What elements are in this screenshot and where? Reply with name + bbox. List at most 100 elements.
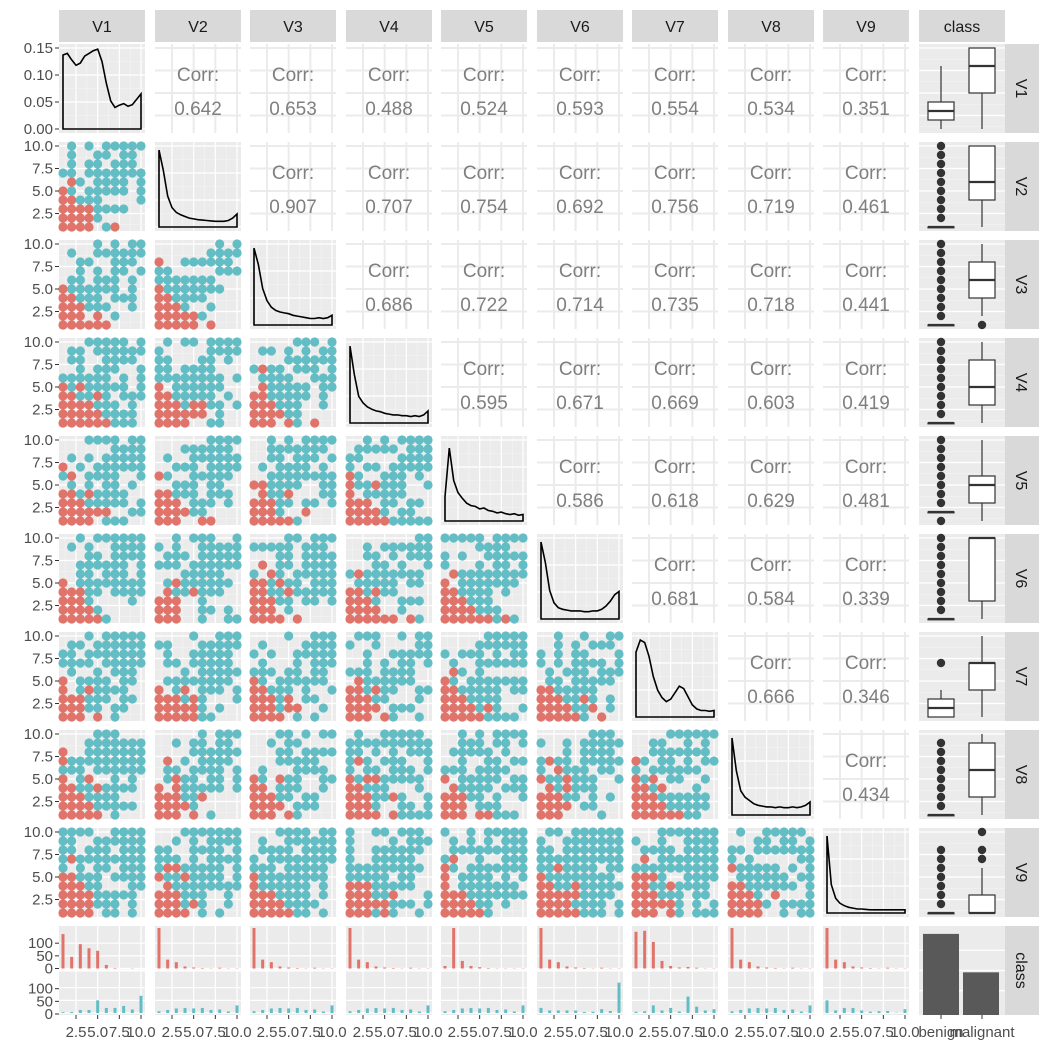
malignant-point xyxy=(215,418,225,428)
malignant-point xyxy=(275,792,285,802)
malignant-point xyxy=(518,792,528,802)
malignant-bar xyxy=(747,1008,751,1013)
benign-point xyxy=(449,703,459,713)
benign-point xyxy=(163,391,173,401)
malignant-point xyxy=(163,560,173,570)
malignant-point xyxy=(397,471,407,481)
malignant-point xyxy=(127,783,137,793)
benign-point xyxy=(58,516,68,526)
malignant-point xyxy=(423,631,433,641)
malignant-point xyxy=(657,747,667,757)
malignant-point xyxy=(136,836,146,846)
row-strip-label: V5 xyxy=(1012,471,1029,491)
malignant-point xyxy=(483,694,493,704)
malignant-point xyxy=(545,854,555,864)
malignant-point xyxy=(206,649,216,659)
malignant-point xyxy=(189,533,199,543)
malignant-point xyxy=(223,266,233,276)
benign-point xyxy=(475,908,485,918)
malignant-point xyxy=(249,542,259,552)
malignant-point xyxy=(110,257,120,267)
column-strip-label: V3 xyxy=(283,19,303,36)
benign-point xyxy=(58,284,68,294)
benign-point xyxy=(84,418,94,428)
benign-point xyxy=(154,712,164,722)
malignant-point xyxy=(84,373,94,383)
malignant-point xyxy=(215,551,225,561)
benign-point xyxy=(545,792,555,802)
malignant-point xyxy=(362,480,372,490)
y-tick-label: 0.10 xyxy=(24,67,53,84)
benign-point xyxy=(58,890,68,900)
malignant-point xyxy=(406,747,416,757)
benign-point xyxy=(501,614,511,624)
correlation-label: Corr: xyxy=(750,163,792,184)
malignant-bar xyxy=(773,1007,777,1013)
malignant-boxplot xyxy=(968,244,996,330)
malignant-point xyxy=(215,658,225,668)
malignant-point xyxy=(597,676,607,686)
malignant-point xyxy=(553,658,563,668)
correlation-value: 0.351 xyxy=(842,99,890,120)
malignant-point xyxy=(362,863,372,873)
malignant-point xyxy=(110,836,120,846)
benign-point xyxy=(249,783,259,793)
malignant-point xyxy=(258,462,268,472)
malignant-point xyxy=(180,364,190,374)
malignant-point xyxy=(683,765,693,775)
malignant-point xyxy=(223,391,233,401)
malignant-point xyxy=(110,141,120,151)
malignant-point xyxy=(648,738,658,748)
benign-point xyxy=(449,685,459,695)
malignant-point xyxy=(206,578,216,588)
malignant-point xyxy=(206,676,216,686)
malignant-point xyxy=(232,239,242,249)
malignant-point xyxy=(163,872,173,882)
malignant-point xyxy=(483,685,493,695)
x-tick-label: 7.5 xyxy=(682,1024,703,1041)
malignant-point xyxy=(588,658,598,668)
malignant-point xyxy=(275,881,285,891)
malignant-point xyxy=(380,756,390,766)
malignant-point xyxy=(770,845,780,855)
benign-point xyxy=(536,685,546,695)
malignant-point xyxy=(189,453,199,463)
malignant-point xyxy=(84,703,94,713)
malignant-point xyxy=(136,168,146,178)
malignant-point xyxy=(640,756,650,766)
malignant-point xyxy=(449,845,459,855)
malignant-point xyxy=(310,587,320,597)
malignant-bar xyxy=(495,1009,499,1013)
malignant-point xyxy=(666,765,676,775)
malignant-point xyxy=(536,836,546,846)
row-strip-label: V3 xyxy=(1012,275,1029,295)
outlier-point xyxy=(936,881,946,891)
benign-bar xyxy=(409,967,413,969)
malignant-point xyxy=(509,890,519,900)
malignant-point xyxy=(310,542,320,552)
benign-point xyxy=(354,899,364,909)
malignant-point xyxy=(406,899,416,909)
malignant-point xyxy=(127,854,137,864)
benign-point xyxy=(266,694,276,704)
malignant-point xyxy=(75,373,85,383)
malignant-point xyxy=(310,498,320,508)
malignant-point xyxy=(258,765,268,775)
malignant-point xyxy=(310,845,320,855)
panel-background xyxy=(823,971,909,1015)
malignant-point xyxy=(197,498,207,508)
malignant-point xyxy=(318,881,328,891)
malignant-point xyxy=(197,293,207,303)
malignant-point xyxy=(136,551,146,561)
benign-point xyxy=(93,614,103,624)
malignant-point xyxy=(119,578,129,588)
malignant-point xyxy=(354,774,364,784)
malignant-point xyxy=(605,676,615,686)
malignant-point xyxy=(292,578,302,588)
panel-background xyxy=(346,971,432,1015)
benign-point xyxy=(258,507,268,517)
benign-boxplot xyxy=(927,239,955,327)
benign-point xyxy=(388,890,398,900)
malignant-point xyxy=(657,863,667,873)
malignant-point xyxy=(197,471,207,481)
